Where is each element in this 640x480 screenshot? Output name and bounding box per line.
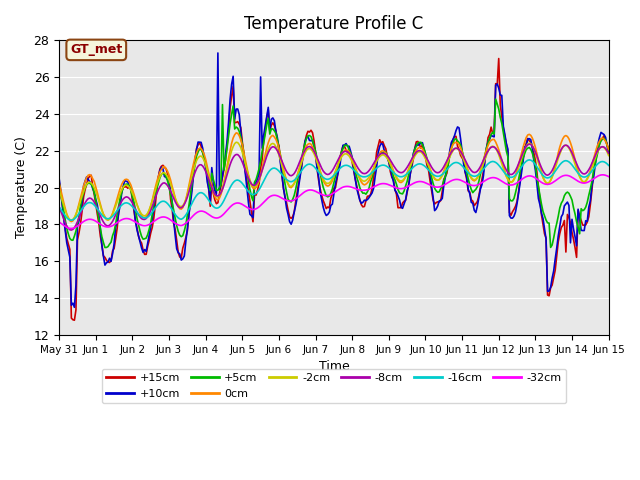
-8cm — [525, 141, 533, 147]
+5cm — [159, 170, 167, 176]
-16cm — [68, 217, 76, 223]
+15cm — [72, 307, 80, 313]
+5cm — [388, 168, 396, 173]
-16cm — [400, 173, 408, 179]
Line: -32cm: -32cm — [59, 175, 609, 228]
+15cm — [370, 174, 378, 180]
-2cm — [68, 217, 76, 223]
+5cm — [370, 168, 378, 174]
Line: +10cm: +10cm — [59, 53, 609, 307]
-8cm — [55, 204, 63, 210]
-16cm — [159, 198, 167, 204]
+15cm — [159, 162, 167, 168]
-8cm — [605, 150, 612, 156]
-8cm — [72, 222, 80, 228]
+15cm — [495, 56, 502, 61]
0cm — [390, 168, 397, 174]
-2cm — [402, 174, 410, 180]
Line: +15cm: +15cm — [59, 59, 609, 320]
Text: GT_met: GT_met — [70, 43, 122, 56]
-2cm — [371, 162, 379, 168]
Y-axis label: Temperature (C): Temperature (C) — [15, 137, 28, 239]
+15cm — [388, 175, 396, 180]
-32cm — [605, 174, 612, 180]
Line: -16cm: -16cm — [59, 160, 609, 220]
-2cm — [159, 170, 167, 176]
+10cm — [214, 50, 221, 56]
0cm — [402, 174, 410, 180]
0cm — [605, 146, 612, 152]
-32cm — [55, 219, 63, 225]
+15cm — [541, 231, 548, 237]
-8cm — [541, 170, 548, 176]
-2cm — [541, 178, 548, 183]
+15cm — [55, 179, 63, 185]
-16cm — [605, 163, 612, 168]
-32cm — [68, 226, 76, 231]
-2cm — [232, 139, 240, 145]
+15cm — [400, 198, 408, 204]
+5cm — [541, 213, 548, 218]
0cm — [55, 180, 63, 186]
-8cm — [388, 160, 396, 166]
+10cm — [605, 150, 612, 156]
+10cm — [371, 174, 379, 180]
+5cm — [70, 233, 78, 239]
0cm — [232, 130, 240, 136]
X-axis label: Time: Time — [319, 360, 349, 373]
+10cm — [55, 176, 63, 181]
+5cm — [101, 245, 109, 251]
-2cm — [55, 187, 63, 193]
Legend: +15cm, +10cm, +5cm, 0cm, -2cm, -8cm, -16cm, -32cm: +15cm, +10cm, +5cm, 0cm, -2cm, -8cm, -16… — [102, 369, 566, 403]
-32cm — [539, 180, 547, 186]
-8cm — [400, 168, 408, 174]
-8cm — [159, 180, 167, 186]
-16cm — [72, 215, 80, 220]
-2cm — [390, 168, 397, 174]
0cm — [72, 212, 80, 218]
0cm — [159, 164, 167, 170]
0cm — [371, 161, 379, 167]
-16cm — [55, 204, 63, 210]
+15cm — [70, 317, 78, 323]
Title: Temperature Profile C: Temperature Profile C — [244, 15, 424, 33]
+5cm — [492, 96, 499, 102]
-32cm — [72, 224, 80, 230]
-16cm — [541, 174, 548, 180]
+5cm — [605, 148, 612, 154]
+15cm — [605, 148, 612, 154]
Line: -8cm: -8cm — [59, 144, 609, 230]
+10cm — [70, 304, 78, 310]
+10cm — [159, 166, 167, 172]
-32cm — [400, 185, 408, 191]
+10cm — [390, 179, 397, 184]
-32cm — [159, 214, 167, 220]
-8cm — [370, 161, 378, 167]
0cm — [68, 219, 76, 225]
-32cm — [388, 183, 396, 189]
Line: 0cm: 0cm — [59, 133, 609, 222]
+5cm — [55, 180, 63, 186]
-2cm — [605, 153, 612, 158]
-8cm — [68, 227, 76, 233]
-32cm — [370, 184, 378, 190]
-16cm — [370, 168, 378, 174]
+5cm — [400, 188, 408, 194]
-16cm — [525, 157, 533, 163]
-16cm — [388, 168, 396, 174]
-32cm — [598, 172, 606, 178]
0cm — [541, 178, 548, 183]
+10cm — [402, 197, 410, 203]
-2cm — [72, 211, 80, 217]
+10cm — [72, 282, 80, 288]
Line: -2cm: -2cm — [59, 142, 609, 220]
Line: +5cm: +5cm — [59, 99, 609, 248]
+10cm — [541, 226, 548, 232]
